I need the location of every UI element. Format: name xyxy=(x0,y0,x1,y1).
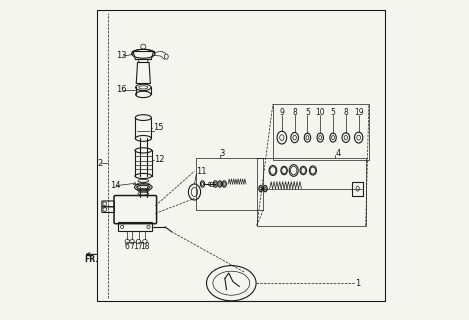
Text: FR.: FR. xyxy=(84,255,98,264)
Text: 5: 5 xyxy=(331,108,335,117)
Bar xyxy=(352,182,363,196)
Text: 8: 8 xyxy=(292,108,297,117)
Text: 11: 11 xyxy=(196,167,207,176)
Bar xyxy=(273,104,369,160)
Text: 5: 5 xyxy=(305,108,310,117)
Text: 18: 18 xyxy=(140,242,150,251)
Text: 15: 15 xyxy=(153,124,163,132)
Bar xyxy=(196,158,263,210)
Text: 12: 12 xyxy=(154,156,165,164)
Bar xyxy=(210,182,213,186)
Text: 19: 19 xyxy=(354,108,363,117)
Text: 9: 9 xyxy=(280,108,284,117)
Bar xyxy=(118,222,152,231)
Text: 8: 8 xyxy=(343,108,348,117)
Text: 13: 13 xyxy=(116,52,127,60)
Text: 14: 14 xyxy=(110,181,120,190)
Text: 2: 2 xyxy=(97,159,102,168)
Text: 6: 6 xyxy=(125,242,130,251)
Text: 16: 16 xyxy=(116,85,127,94)
Text: 3: 3 xyxy=(219,149,225,158)
Text: 17: 17 xyxy=(134,242,144,251)
Text: 10: 10 xyxy=(316,108,325,117)
Text: 7: 7 xyxy=(129,242,135,251)
Text: 1: 1 xyxy=(356,279,361,288)
Bar xyxy=(257,158,366,226)
Text: 4: 4 xyxy=(335,149,340,158)
